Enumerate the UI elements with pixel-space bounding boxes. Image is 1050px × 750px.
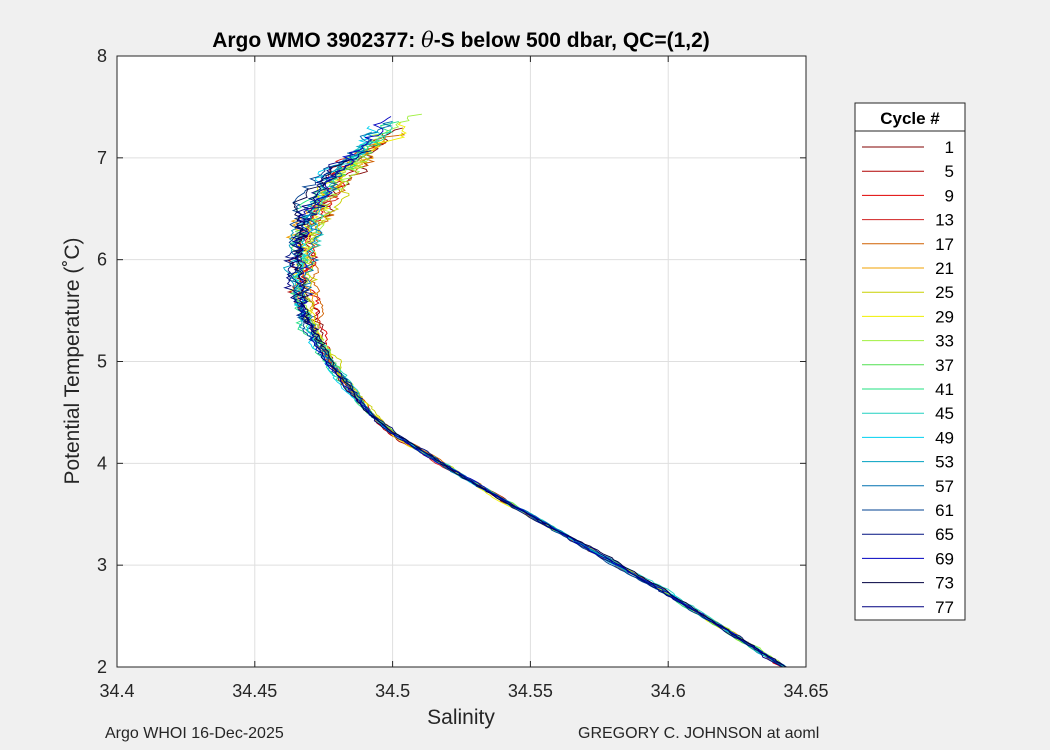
legend-label: 65 (935, 525, 954, 544)
title-suffix: -S below 500 dbar, QC=(1,2) (434, 29, 710, 52)
axis-ticks: 34.4 34.45 34.5 34.55 34.6 34.65 2 3 4 5 6 7 8 (97, 46, 829, 701)
legend-label: 21 (935, 259, 954, 278)
profile-line-cycle-45 (291, 120, 787, 668)
legend-label: 1 (945, 138, 954, 157)
legend-label: 53 (935, 453, 954, 472)
x-axis-label: Salinity (427, 706, 495, 729)
legend-label: 45 (935, 404, 954, 423)
svg-text:Argo WMO 3902377: θ-S below 50: Argo WMO 3902377: θ-S below 500 dbar, QC… (212, 28, 710, 52)
legend: Cycle # 1 5 9 13 17 21 25 29 33 37 41 45 49 53 57 61 65 6… (854, 102, 966, 621)
legend-label: 57 (935, 477, 954, 496)
legend-label: 13 (935, 211, 954, 230)
x-tick-label: 34.55 (508, 681, 553, 701)
profile-line-cycle-77 (283, 150, 784, 668)
x-tick-label: 34.4 (99, 681, 134, 701)
legend-label: 29 (935, 307, 954, 326)
y-tick-label: 3 (97, 555, 107, 575)
x-tick-label: 34.6 (651, 681, 686, 701)
legend-items: 1 5 9 13 17 21 25 29 33 37 41 45 49 53 57 61 65 69 73 77 (862, 138, 954, 617)
chart-title: Argo WMO 3902377: θ-S below 500 dbar, QC… (212, 28, 710, 52)
profile-line-cycle-57 (300, 121, 786, 668)
y-tick-label: 4 (97, 453, 107, 473)
title-prefix: Argo WMO 3902377: (212, 29, 421, 52)
x-tick-label: 34.65 (783, 681, 828, 701)
legend-label: 77 (935, 598, 954, 617)
y-tick-label: 2 (97, 657, 107, 677)
profiles (282, 113, 787, 668)
title-theta: θ (421, 28, 434, 52)
y-tick-label: 6 (97, 250, 107, 270)
y-tick-label: 8 (97, 46, 107, 66)
footer-left: Argo WHOI 16-Dec-2025 (105, 725, 284, 742)
legend-title: Cycle # (880, 109, 940, 128)
x-tick-label: 34.5 (375, 681, 410, 701)
legend-label: 49 (935, 428, 954, 447)
y-tick-label: 5 (97, 352, 107, 372)
legend-label: 41 (935, 380, 954, 399)
y-axis-label: Potential Temperature (˚C) (61, 237, 84, 484)
legend-label: 9 (945, 186, 954, 205)
legend-label: 33 (935, 332, 954, 351)
footer-right: GREGORY C. JOHNSON at aoml (578, 725, 820, 742)
legend-label: 17 (935, 235, 954, 254)
legend-label: 37 (935, 356, 954, 375)
legend-label: 5 (945, 162, 954, 181)
legend-label: 69 (935, 549, 954, 568)
y-tick-label: 7 (97, 148, 107, 168)
legend-label: 25 (935, 283, 954, 302)
x-tick-label: 34.45 (232, 681, 277, 701)
legend-label: 61 (935, 501, 954, 520)
legend-label: 73 (935, 574, 954, 593)
grid (116, 55, 807, 668)
